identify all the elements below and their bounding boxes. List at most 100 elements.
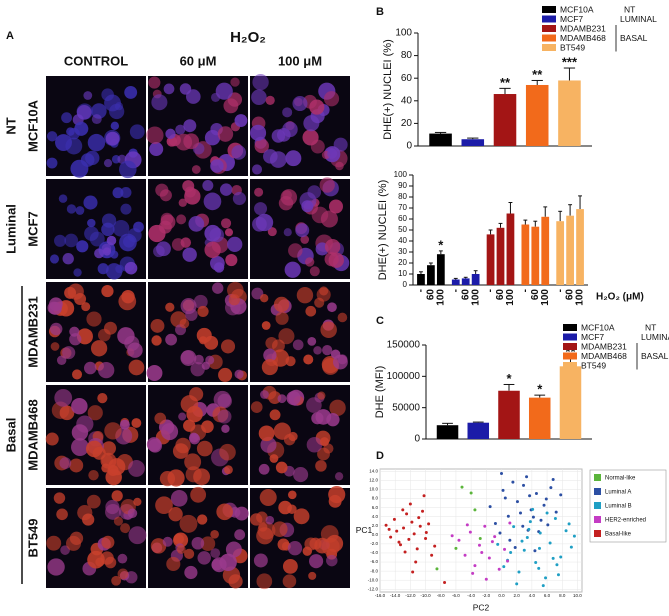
point xyxy=(511,480,515,484)
cell xyxy=(69,326,80,337)
cell xyxy=(322,344,333,356)
cell xyxy=(326,413,340,427)
significance: *** xyxy=(562,54,578,69)
point xyxy=(556,573,560,577)
y-tick-label: 150000 xyxy=(387,340,421,351)
y-tick-label: -10.0 xyxy=(368,577,379,582)
cell xyxy=(113,516,123,526)
point xyxy=(502,565,506,569)
cell xyxy=(328,199,343,214)
panel-label: B xyxy=(376,6,384,18)
cell xyxy=(327,302,337,313)
x-tick-label: 100 xyxy=(470,289,481,306)
cell xyxy=(193,468,211,486)
cell xyxy=(161,423,179,441)
cell xyxy=(104,556,117,569)
cell xyxy=(320,321,337,339)
cell xyxy=(105,131,120,146)
point xyxy=(569,545,573,549)
cell xyxy=(211,92,221,102)
cell xyxy=(112,187,124,199)
point xyxy=(549,486,553,490)
cell xyxy=(221,424,230,433)
y-tick-label: 8.0 xyxy=(372,496,379,501)
point xyxy=(415,547,419,551)
point xyxy=(506,514,510,518)
cell xyxy=(188,216,205,232)
y-axis-label: DHE(+) NUCLEI (%) xyxy=(377,180,389,281)
cell xyxy=(305,257,315,267)
cell xyxy=(97,393,108,404)
cell xyxy=(127,342,143,358)
cell xyxy=(163,83,175,95)
cell xyxy=(148,438,163,453)
cell xyxy=(258,522,268,532)
cell xyxy=(86,494,101,509)
y-tick-label: 50000 xyxy=(392,402,420,413)
cell xyxy=(127,508,138,519)
cell xyxy=(277,538,290,551)
cell xyxy=(329,399,346,417)
treatment-label: H₂O₂ xyxy=(230,29,266,46)
cell xyxy=(319,177,335,193)
point xyxy=(534,492,538,496)
cell xyxy=(293,508,310,525)
cell xyxy=(234,114,248,127)
point xyxy=(537,566,541,570)
cell xyxy=(112,219,130,237)
cell xyxy=(327,148,338,159)
cell xyxy=(287,504,297,514)
group-label: NT xyxy=(3,117,18,134)
cell xyxy=(48,301,62,315)
legend-swatch xyxy=(594,474,601,481)
legend-label: BT549 xyxy=(581,360,606,370)
legend-label: Normal-like xyxy=(605,476,636,482)
cell xyxy=(115,264,124,274)
cell xyxy=(149,142,164,157)
cell xyxy=(223,98,239,114)
cell xyxy=(45,432,59,446)
cell xyxy=(154,412,167,425)
legend-label: HER2-enriched xyxy=(605,518,646,524)
point xyxy=(534,560,538,564)
cell xyxy=(316,287,331,302)
point xyxy=(399,543,403,547)
cell xyxy=(106,235,117,246)
point xyxy=(500,472,504,476)
legend-swatch xyxy=(594,516,601,523)
cell xyxy=(313,346,322,355)
y-tick-label: 50 xyxy=(398,225,407,234)
significance: * xyxy=(438,237,444,252)
cell xyxy=(118,292,137,311)
x-tick-label: 6.0 xyxy=(544,593,551,598)
cell xyxy=(309,99,325,115)
cell xyxy=(56,355,67,365)
y-tick-label: 30 xyxy=(398,247,407,256)
point xyxy=(450,534,454,538)
cell xyxy=(62,253,74,265)
cell xyxy=(286,391,301,406)
legend-group: BASAL xyxy=(620,33,648,43)
cell xyxy=(302,129,319,146)
point xyxy=(460,485,464,489)
cell xyxy=(191,165,201,174)
cell xyxy=(249,124,267,141)
group-label: Luminal xyxy=(3,204,18,254)
cell xyxy=(204,241,221,258)
column-label: CONTROL xyxy=(64,53,128,68)
cell xyxy=(73,268,82,277)
point xyxy=(435,567,439,571)
cell xyxy=(334,472,344,481)
cell xyxy=(111,575,122,586)
bar xyxy=(498,390,520,439)
point xyxy=(528,520,532,524)
cell xyxy=(156,241,171,257)
cell xyxy=(320,525,339,543)
significance: ** xyxy=(565,344,576,359)
point xyxy=(551,477,555,481)
cell xyxy=(216,503,233,521)
y-tick-label: 4.0 xyxy=(372,514,379,519)
x-tick-label: 100 xyxy=(540,289,551,306)
cell xyxy=(275,461,288,474)
point xyxy=(403,550,407,554)
